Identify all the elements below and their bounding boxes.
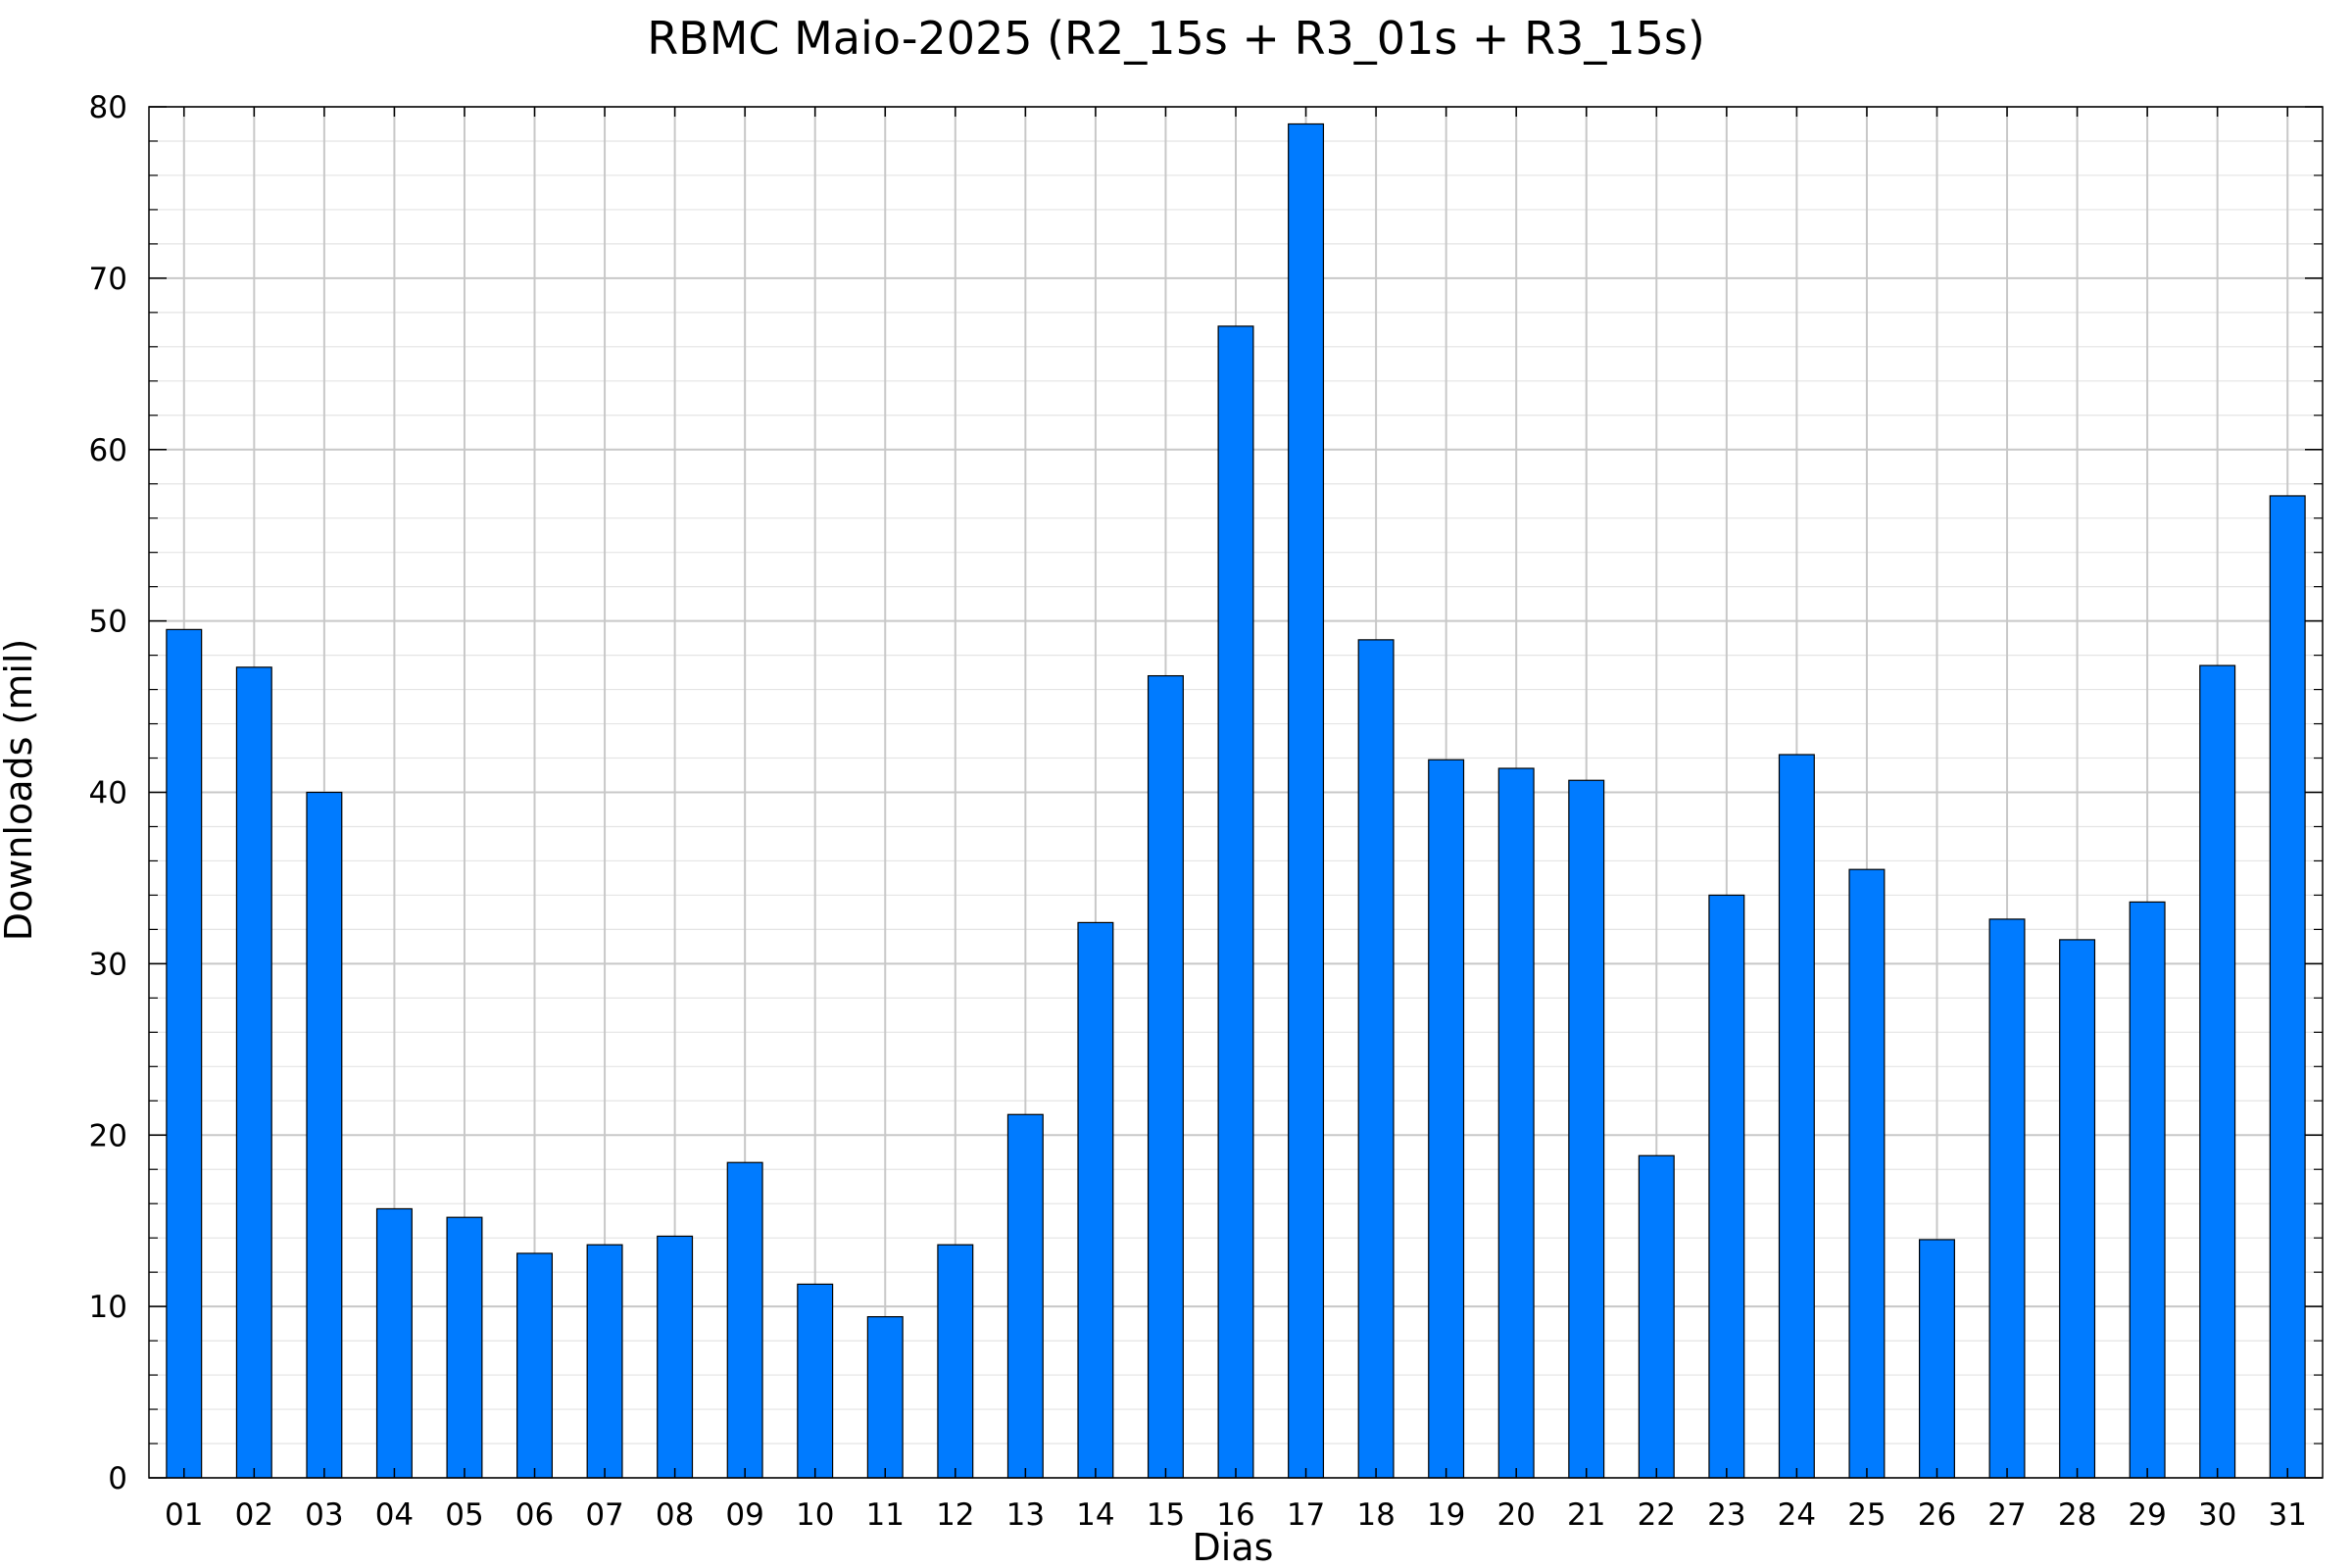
bar-day-17	[1288, 122, 1325, 1479]
x-tick-label: 03	[305, 1497, 343, 1533]
x-tick-label: 01	[165, 1497, 203, 1533]
bar-day-14	[1077, 921, 1114, 1479]
bar-day-20	[1497, 767, 1535, 1479]
y-axis-label: Downloads (mil)	[0, 639, 40, 942]
bar-day-13	[1006, 1113, 1044, 1479]
x-tick-label: 15	[1147, 1497, 1185, 1533]
x-axis-label: Dias	[1193, 1526, 1274, 1568]
x-tick-label: 17	[1287, 1497, 1325, 1533]
bar-day-27	[1988, 918, 2026, 1479]
bar-day-30	[2199, 664, 2236, 1479]
bar-day-15	[1147, 674, 1184, 1479]
bar-day-29	[2129, 901, 2166, 1479]
bar-day-18	[1357, 639, 1395, 1479]
y-tick-label: 80	[89, 90, 127, 125]
x-tick-label: 19	[1427, 1497, 1465, 1533]
bar-day-24	[1778, 754, 1815, 1479]
y-tick-label: 0	[108, 1461, 127, 1496]
y-tick-label: 30	[89, 947, 127, 982]
bar-day-01	[166, 628, 203, 1479]
x-tick-label: 14	[1076, 1497, 1114, 1533]
bar-day-02	[235, 666, 272, 1479]
bar-day-09	[726, 1161, 763, 1479]
y-tick-label: 40	[89, 776, 127, 811]
axes	[148, 106, 2324, 1479]
bar-day-08	[657, 1235, 694, 1479]
bar-day-26	[1918, 1239, 1955, 1479]
x-tick-label: 13	[1006, 1497, 1045, 1533]
x-tick-label: 27	[1987, 1497, 2026, 1533]
bar-day-07	[586, 1244, 623, 1479]
x-tick-label: 11	[866, 1497, 905, 1533]
y-tick-label: 50	[89, 605, 127, 640]
bar-day-06	[516, 1252, 554, 1479]
bars	[166, 122, 2306, 1479]
bar-day-12	[937, 1244, 974, 1479]
y-tick-label: 70	[89, 262, 127, 297]
bar-day-16	[1217, 325, 1254, 1479]
x-tick-label: 18	[1356, 1497, 1395, 1533]
bar-day-03	[306, 791, 343, 1479]
y-tick-label: 60	[89, 433, 127, 468]
bar-day-22	[1638, 1154, 1675, 1479]
x-tick-label: 31	[2268, 1497, 2306, 1533]
bar-day-21	[1568, 779, 1605, 1479]
x-tick-label: 04	[375, 1497, 414, 1533]
bar-day-10	[797, 1283, 834, 1479]
x-tick-label: 22	[1638, 1497, 1676, 1533]
y-tick-label: 20	[89, 1118, 127, 1153]
x-tick-label: 08	[656, 1497, 694, 1533]
x-tick-label: 23	[1707, 1497, 1745, 1533]
x-tick-label: 10	[796, 1497, 834, 1533]
x-tick-label: 30	[2198, 1497, 2236, 1533]
x-tick-label: 20	[1496, 1497, 1535, 1533]
x-tick-label: 25	[1847, 1497, 1886, 1533]
bar-day-04	[375, 1207, 413, 1479]
x-tick-label: 09	[725, 1497, 763, 1533]
tick-labels: 0 10 20 30 40 50 60 70 80 01 02 03 04 05 06 07 08 09 10 11 1…	[89, 90, 2307, 1533]
x-tick-label: 07	[585, 1497, 623, 1533]
x-tick-label: 26	[1918, 1497, 1956, 1533]
bar-day-05	[446, 1216, 483, 1479]
bar-day-11	[866, 1316, 904, 1479]
bar-day-23	[1708, 894, 1745, 1479]
x-tick-label: 24	[1778, 1497, 1816, 1533]
plot-frame	[148, 106, 2324, 1479]
x-tick-label: 12	[936, 1497, 974, 1533]
bar-day-31	[2269, 495, 2306, 1479]
x-tick-label: 05	[445, 1497, 483, 1533]
bar-day-25	[1848, 868, 1886, 1479]
y-tick-label: 10	[89, 1290, 127, 1325]
x-tick-label: 06	[515, 1497, 554, 1533]
x-tick-label: 28	[2058, 1497, 2096, 1533]
chart-title: RBMC Maio-2025 (R2_15s + R3_01s + R3_15s…	[647, 12, 1705, 65]
x-tick-label: 02	[235, 1497, 273, 1533]
bar-day-19	[1428, 759, 1465, 1479]
x-tick-label: 29	[2128, 1497, 2166, 1533]
x-tick-label: 21	[1567, 1497, 1605, 1533]
x-tick-label: 16	[1216, 1497, 1254, 1533]
bar-day-28	[2059, 939, 2096, 1479]
